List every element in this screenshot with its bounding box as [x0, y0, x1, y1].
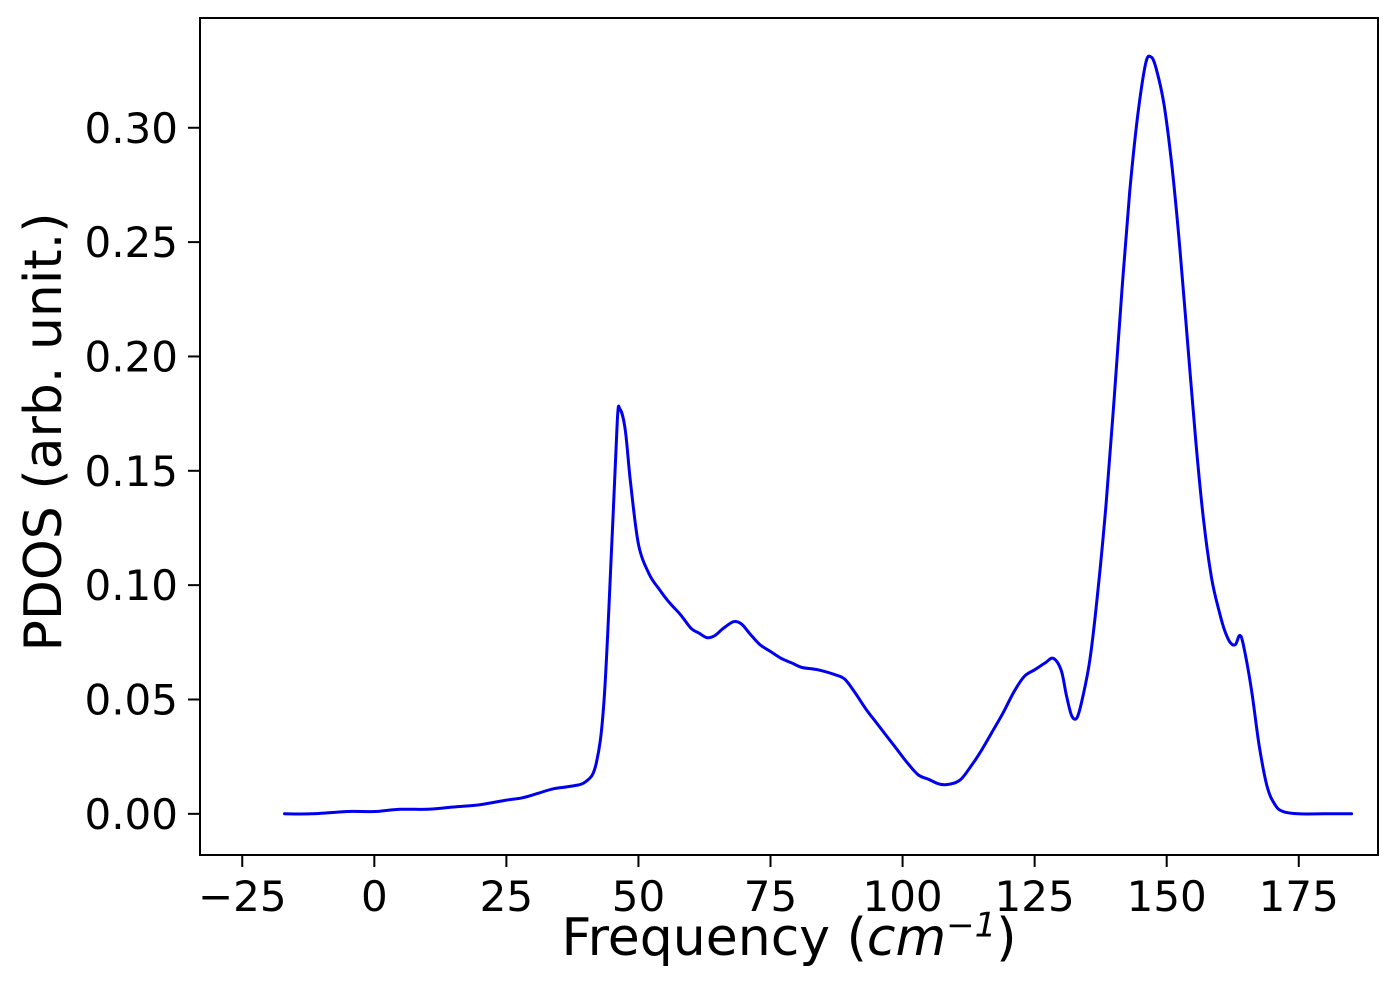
x-tick-label: 25	[480, 872, 533, 921]
x-tick-label: 75	[744, 872, 797, 921]
x-axis-label: Frequency (cm−1)	[200, 909, 1378, 964]
y-axis-label: PDOS (arb. unit.)	[14, 212, 74, 652]
x-tick-label: 125	[995, 872, 1075, 921]
x-tick-label: 100	[862, 872, 942, 921]
x-tick-label: 50	[612, 872, 665, 921]
y-tick-label: 0.05	[84, 675, 178, 724]
x-axis-label-close: )	[996, 908, 1017, 968]
y-tick-label: 0.30	[84, 104, 178, 153]
y-tick-label: 0.10	[84, 561, 178, 610]
x-tick-label: 150	[1127, 872, 1207, 921]
y-tick-label: 0.25	[84, 218, 178, 267]
x-tick-label: 0	[361, 872, 388, 921]
x-tick-label: −25	[198, 872, 287, 921]
axes-frame	[199, 17, 1379, 856]
y-tick-label: 0.15	[84, 447, 178, 496]
x-tick-label: 175	[1259, 872, 1339, 921]
y-tick-label: 0.00	[84, 790, 178, 839]
x-axis-label-exponent: −1	[946, 905, 997, 946]
x-axis-label-text: Frequency (	[561, 908, 867, 968]
x-axis-label-unit: cm	[866, 908, 947, 968]
y-tick-label: 0.20	[84, 332, 178, 381]
pdos-curve	[283, 54, 1354, 816]
